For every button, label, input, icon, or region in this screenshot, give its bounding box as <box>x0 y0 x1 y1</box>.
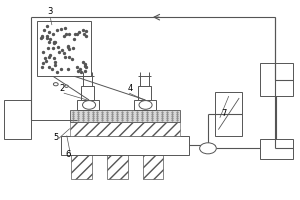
Point <box>47 37 52 40</box>
Text: 5: 5 <box>53 133 59 142</box>
Point <box>50 67 55 70</box>
Point <box>47 56 52 59</box>
Point <box>48 54 52 57</box>
Bar <box>142 155 164 179</box>
Point <box>59 48 64 52</box>
Point <box>50 32 55 35</box>
Point <box>71 37 76 41</box>
Point <box>83 70 88 73</box>
Point <box>67 47 71 51</box>
Point <box>39 36 44 39</box>
Point <box>46 65 51 69</box>
Point <box>83 64 88 67</box>
Point <box>46 30 51 33</box>
Point <box>81 60 86 63</box>
Bar <box>260 63 293 96</box>
Point <box>62 35 67 38</box>
Bar <box>107 155 128 179</box>
Bar <box>81 86 94 100</box>
Point <box>64 33 68 36</box>
Point <box>63 55 68 58</box>
Point <box>41 51 46 54</box>
Point <box>80 29 85 32</box>
Text: 2: 2 <box>59 84 64 93</box>
Point <box>82 62 87 65</box>
Point <box>46 46 50 49</box>
Point <box>70 47 75 50</box>
Point <box>66 45 71 48</box>
Point <box>67 55 71 59</box>
Text: 3: 3 <box>47 7 53 16</box>
Point <box>56 45 60 48</box>
Point <box>66 44 70 47</box>
Point <box>84 34 88 37</box>
Point <box>46 41 51 44</box>
Point <box>45 24 50 27</box>
Bar <box>70 122 180 136</box>
Bar <box>4 100 31 139</box>
Point <box>55 29 60 32</box>
Point <box>69 57 74 60</box>
Text: 4: 4 <box>128 84 133 93</box>
Point <box>83 66 88 69</box>
Circle shape <box>82 101 96 109</box>
Point <box>40 61 45 65</box>
Bar <box>37 21 91 76</box>
Circle shape <box>53 83 58 86</box>
Point <box>82 33 86 36</box>
Point <box>75 65 80 68</box>
Bar <box>77 100 100 110</box>
Point <box>40 66 45 69</box>
Point <box>52 56 56 59</box>
Point <box>77 67 82 70</box>
Point <box>39 35 44 38</box>
Point <box>61 51 66 55</box>
Point <box>42 28 46 32</box>
Point <box>42 56 47 59</box>
Point <box>52 63 57 66</box>
Point <box>52 41 57 44</box>
Point <box>40 34 45 37</box>
Circle shape <box>200 143 216 154</box>
Circle shape <box>65 85 68 87</box>
Point <box>66 67 71 70</box>
Bar <box>71 155 92 179</box>
Text: 7: 7 <box>221 109 227 118</box>
Point <box>58 28 63 31</box>
Bar <box>138 86 152 100</box>
Point <box>58 68 63 71</box>
Point <box>52 41 57 44</box>
Point <box>62 27 67 30</box>
Point <box>56 51 61 54</box>
Point <box>72 33 77 36</box>
Point <box>44 36 49 39</box>
Point <box>76 69 81 73</box>
Point <box>53 60 58 63</box>
Point <box>44 59 48 62</box>
Bar <box>61 136 189 155</box>
Bar <box>215 92 242 136</box>
Point <box>77 30 82 33</box>
Point <box>55 70 59 74</box>
Point <box>52 41 56 44</box>
Point <box>79 71 84 74</box>
Circle shape <box>139 101 152 109</box>
Bar <box>70 110 180 122</box>
Text: 6: 6 <box>65 150 71 159</box>
Point <box>84 30 88 33</box>
Point <box>51 47 56 50</box>
Point <box>45 34 50 37</box>
Bar <box>260 139 293 159</box>
Bar <box>134 100 156 110</box>
Point <box>74 33 79 36</box>
Point <box>66 32 71 35</box>
